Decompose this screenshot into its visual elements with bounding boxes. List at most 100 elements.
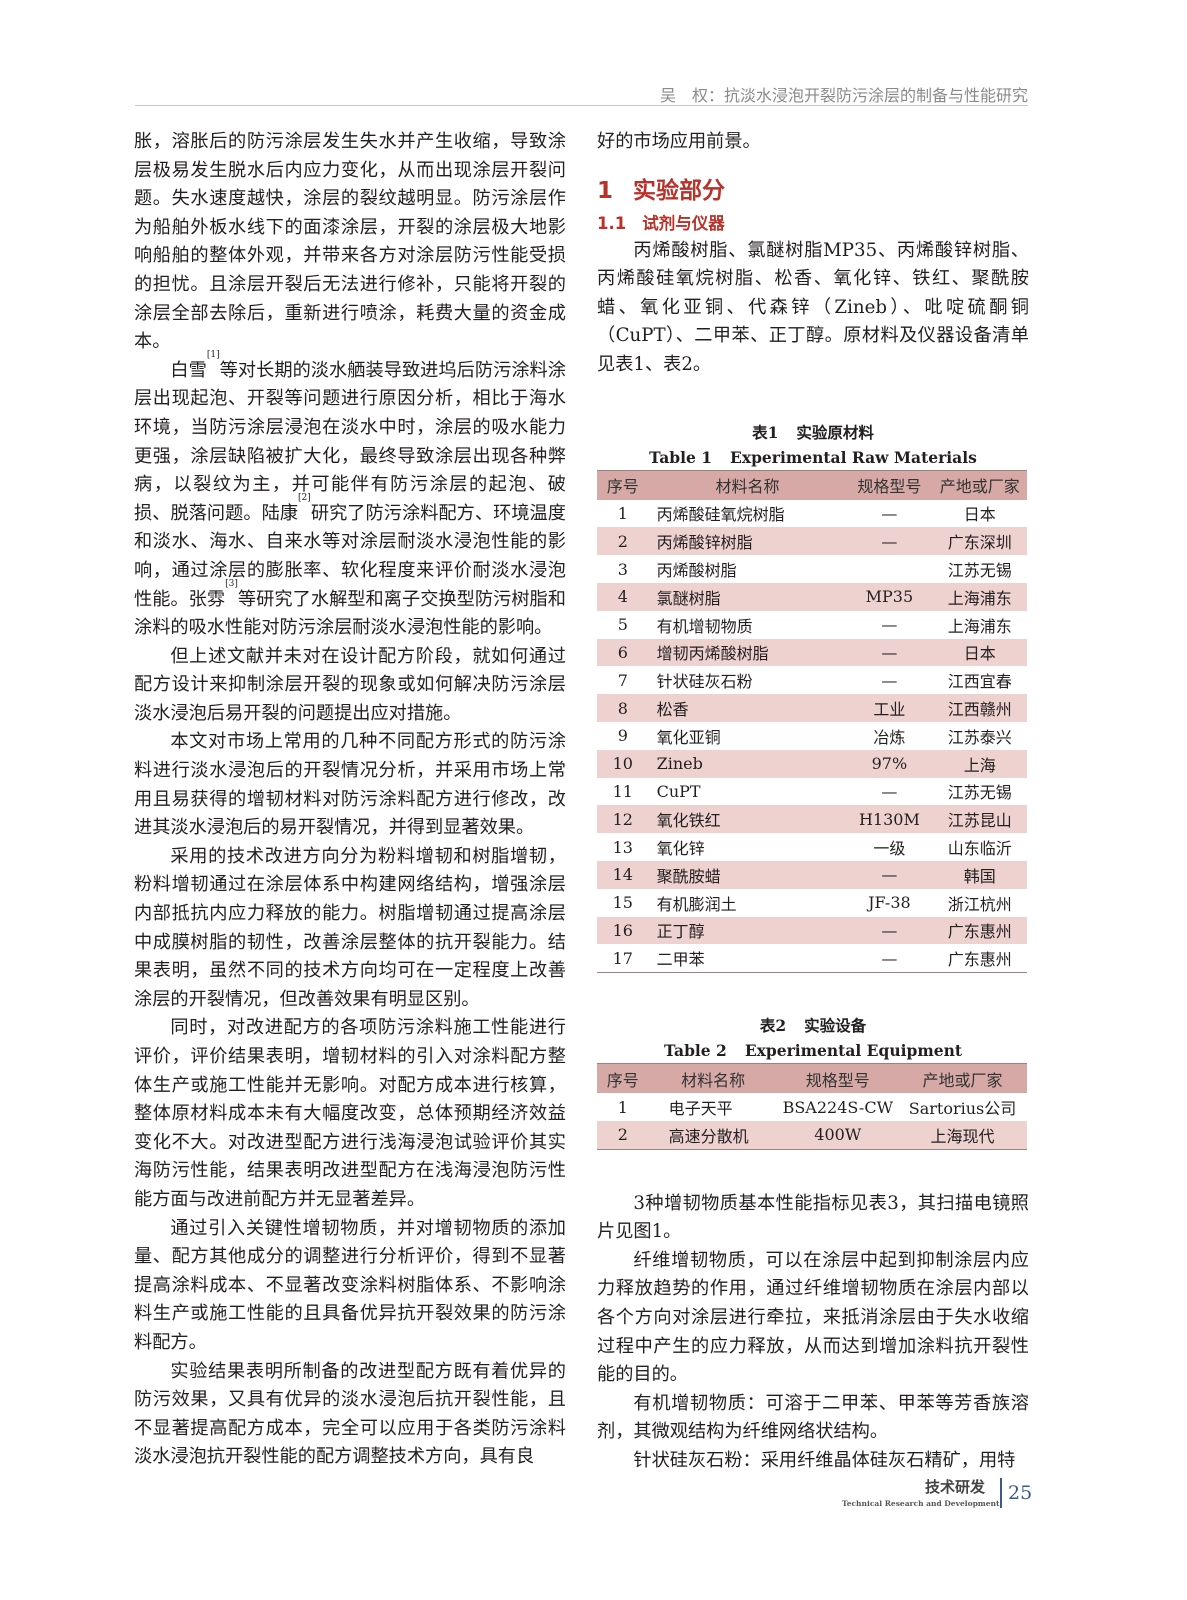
materials-intro: 丙烯酸树脂、氯醚树脂MP35、丙烯酸锌树脂、丙烯酸硅氧烷树脂、松香、氧化锌、铁红… [597,239,1029,375]
column-header: 序号 [597,1063,649,1094]
subsection-heading: 1.1 试剂与仪器 [597,211,1029,237]
table-cell: 9 [617,726,628,746]
table-row: 1 电子天平 BSA224S-CW Sartorius公司 [597,1093,1027,1121]
table-cell: 8 [597,694,649,722]
table-row: 9 氧化亚铜 冶炼 江苏泰兴 [597,722,1027,750]
column-header: 规格型号 [846,469,933,500]
table-cell: 氧化亚铜 [656,727,721,747]
body-paragraph: 实验结果表明所制备的改进型配方既有着优异的防污效果，又具有优异的淡水浸泡后抗开裂… [134,1358,566,1472]
table-cell: 电子天平 [668,1099,733,1118]
table-cell: 1 [617,503,628,523]
table-cell: — [846,638,933,667]
table-cell: 氯醚树脂 [648,582,847,611]
table-cell: 松香 [648,694,847,722]
table-cell: — [881,781,898,801]
right-column: 好的市场应用前景。 1 实验部分 1.1 试剂与仪器 丙烯酸树脂、氯醚树脂MP35、… [597,128,1029,1476]
table-cell: 氧化锌 [656,839,705,859]
footer-section-title-en: Technical Research and Development [842,1499,1000,1508]
table-cell: 日本 [963,505,996,525]
table-cell: 3 [617,559,628,579]
section-title: 实验部分 [633,177,726,204]
table-cell: 13 [612,837,633,857]
table1-caption-cn: 表1 实验原材料 [597,420,1029,445]
table-cell: 丙烯酸树脂 [656,561,737,581]
table-cell: 针状硅灰石粉 [656,672,753,692]
table-cell: 400W [777,1120,898,1150]
citation-marker: [1] [206,349,220,360]
table-cell: 广东深圳 [932,527,1027,556]
table-header-row: 序号 材料名称 规格型号 产地或厂家 [597,1063,1027,1094]
table-cell: — [846,860,933,889]
table-cell: 17 [597,944,649,974]
table-row: 10 Zineb 97% 上海 [597,749,1027,778]
paragraph-text: 研究了防污涂料配方、环境温度和淡水、海水、自来水等对涂层耐淡水浸泡性能的影响，通… [134,502,566,610]
table-cell: 16 [597,916,649,945]
body-paragraph: 白雪[1]等对长期的淡水舾装导致进坞后防污涂料涂层出现起泡、开裂等问题进行原因分… [134,350,566,643]
table-cell: 上海浦东 [947,616,1012,636]
table-cell: 江苏昆山 [932,805,1027,834]
table-header-row: 序号 材料名称 规格型号 产地或厂家 [597,469,1027,500]
table-cell: 浙江杭州 [947,894,1012,914]
table-row: 4 氯醚树脂 MP35 上海浦东 [597,582,1027,611]
body-paragraph: 纤维增韧物质，可以在涂层中起到抑制涂层内应力释放趋势的作用，通过纤维增韧物质在涂… [597,1249,1029,1386]
paragraph-text: 采用的技术改进方向分为粉料增韧和树脂增韧，粉料增韧通过在涂层体系中构建网络结构，… [134,845,566,1010]
table-cell: 5 [617,615,628,635]
table-cell: 11 [612,781,633,801]
table-cell: 二甲苯 [648,944,847,974]
column-header: 材料名称 [648,1063,778,1094]
body-paragraph: 通过引入关键性增韧物质，并对增韧物质的添加量、配方其他成分的调整进行分析评价，得… [134,1215,566,1358]
paragraph-text: 等对长期的淡水舾装导致进坞后防污涂料涂层出现起泡、开裂等问题进行原因分析，相比于… [134,359,566,524]
table2-title: 实验设备 [804,1016,867,1036]
body-paragraph: 但上述文献并未对在设计配方阶段，就如何通过配方设计来抑制涂层开裂的现象或如何解决… [134,643,566,729]
table-cell: 丙烯酸硅氧烷树脂 [656,505,785,525]
table-cell: 聚酰胺蜡 [648,860,847,889]
table-cell [846,555,932,583]
paragraph-text: 但上述文献并未对在设计配方阶段，就如何通过配方设计来抑制涂层开裂的现象或如何解决… [134,645,566,724]
table2-caption-en: Table 2 Experimental Equipment [597,1038,1029,1063]
table-cell: 有机膨润土 [656,894,737,914]
column-header: 产地或厂家 [932,469,1027,500]
table-cell: JF-38 [868,893,911,913]
table-row: 13 氧化锌 一级 山东临沂 [597,833,1027,861]
table-cell: 江西赣州 [932,694,1027,722]
table-cell: — [881,615,898,635]
table1-title-en: Experimental Raw Materials [730,447,977,467]
body-paragraph: 同时，对改进配方的各项防污涂料施工性能进行评价，评价结果表明，增韧材料的引入对涂… [134,1014,566,1214]
body-paragraph: 胀，溶胀后的防污涂层发生失水并产生收缩，导致涂层极易发生脱水后内应力变化，从而出… [134,128,566,357]
table-cell: 日本 [932,638,1027,667]
table2-label-en: Table 2 [663,1041,727,1061]
section-heading: 1 实验部分 [597,171,1029,205]
running-title: 吴 权：抗淡水浸泡开裂防污涂层的制备与性能研究 [659,86,1028,105]
table-cell: 2 [597,527,649,556]
table-cell: 97% [846,749,933,778]
table-cell: — [881,670,898,690]
paragraph-text: 白雪 [170,359,207,381]
table1-label-en: Table 1 [649,447,713,467]
table-row: 16 正丁醇 — 广东惠州 [597,916,1027,945]
section-number: 1 [597,177,614,204]
subsection-number: 1.1 [597,213,627,233]
table-cell: 江苏泰兴 [947,727,1012,747]
table-cell: 14 [597,860,649,889]
continuation-text: 好的市场应用前景。 [597,131,761,152]
footer-section-title: 技术研发 [925,1478,986,1496]
table-row: 6 增韧丙烯酸树脂 — 日本 [597,638,1027,667]
table-cell: H130M [846,805,933,834]
body-paragraph: 有机增韧物质：可溶于二甲苯、甲苯等芳香族溶剂，其微观结构为纤维网络状结构。 [597,1392,1029,1443]
table-cell: 高速分散机 [648,1120,778,1150]
table-row: 7 针状硅灰石粉 — 江西宜春 [597,666,1027,694]
table2-label: 表2 [759,1016,787,1036]
table-cell: 江苏无锡 [947,783,1012,803]
table1-label: 表1 [752,422,779,442]
paragraph-text: 实验结果表明所制备的改进型配方既有着优异的防污效果，又具有优异的淡水浸泡后抗开裂… [134,1360,566,1468]
table-row: 11 CuPT — 江苏无锡 [597,778,1027,806]
paragraph-text: 通过引入关键性增韧物质，并对增韧物质的添加量、配方其他成分的调整进行分析评价，得… [134,1217,566,1353]
table-cell: CuPT [656,781,701,801]
table-cell: 韩国 [932,860,1027,889]
table-cell: 12 [597,805,649,834]
table-cell: 山东临沂 [947,839,1012,859]
table-cell: Sartorius公司 [908,1099,1017,1118]
table-row: 2 高速分散机 400W 上海现代 [597,1120,1027,1150]
table-row: 15 有机膨润土 JF-38 浙江杭州 [597,889,1027,917]
subsection-title: 试剂与仪器 [642,213,725,233]
